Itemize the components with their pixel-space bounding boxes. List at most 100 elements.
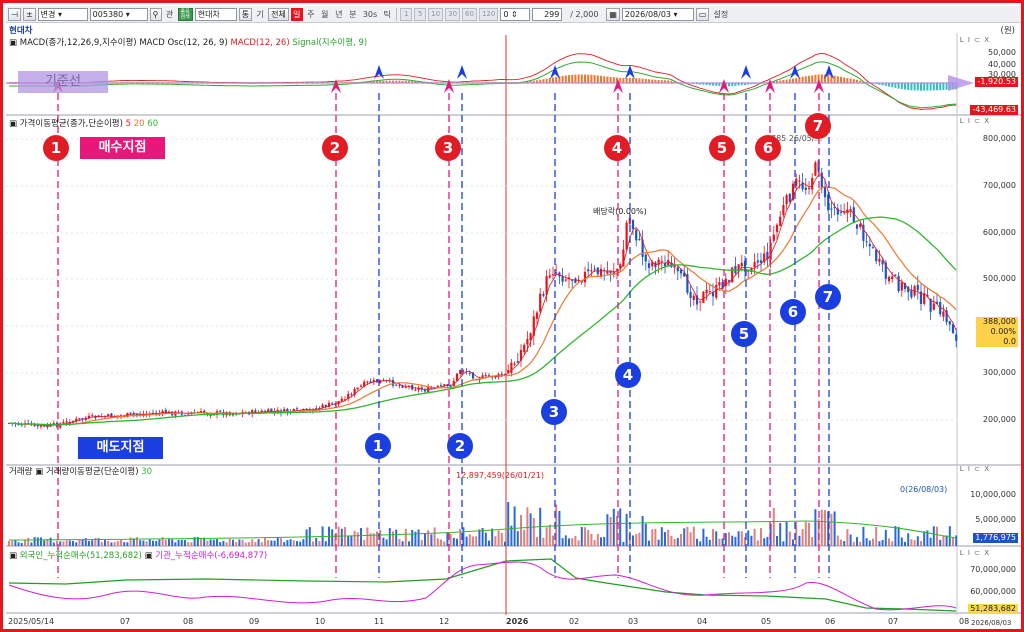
- volume-bar: [612, 508, 615, 546]
- volume-bar: [459, 528, 462, 546]
- volume-bar: [254, 541, 257, 546]
- volume-bar: [81, 539, 84, 546]
- candle-body: [721, 281, 724, 289]
- whole-button[interactable]: 전체: [268, 7, 289, 21]
- volume-bar: [548, 524, 551, 546]
- period-month[interactable]: 월: [321, 9, 329, 19]
- period-week[interactable]: 주: [307, 9, 315, 19]
- macd-osc-bar: [545, 78, 548, 83]
- volume-bar: [264, 537, 266, 546]
- candle-body: [779, 216, 782, 226]
- volume-bar: [424, 533, 426, 546]
- interval-120[interactable]: 120: [478, 7, 499, 21]
- gwan-button[interactable]: 관: [165, 9, 174, 19]
- save-icon[interactable]: ▭: [695, 7, 710, 21]
- buy-arrow-icon: [331, 79, 341, 93]
- volume-bar: [600, 537, 602, 546]
- volume-bar: [558, 510, 561, 546]
- period-30s[interactable]: 30s: [362, 9, 378, 19]
- price-tick-700k: 700,000: [982, 181, 1016, 190]
- volume-bar: [884, 529, 887, 546]
- volume-bar: [772, 507, 775, 546]
- candle-body: [676, 267, 679, 272]
- volume-bar: [635, 534, 638, 546]
- candle-body: [807, 188, 811, 190]
- volume-bar: [14, 540, 17, 546]
- candle-body: [942, 311, 945, 317]
- volume-bar: [881, 539, 884, 546]
- volume-bar: [446, 532, 449, 546]
- candle-body: [935, 301, 939, 304]
- interval-1[interactable]: 1: [400, 7, 413, 21]
- period-minute[interactable]: 분: [349, 9, 357, 19]
- candle-body: [635, 229, 638, 241]
- volume-panel-controls[interactable]: L I ⊂ X: [959, 465, 990, 473]
- volume-bar: [132, 538, 135, 546]
- volume-bar: [513, 506, 516, 546]
- volume-bar: [916, 536, 919, 546]
- bar-total-label: / 2,000: [570, 9, 599, 19]
- volume-bar: [62, 541, 65, 546]
- period-tick[interactable]: 틱: [383, 9, 391, 19]
- volume-bar: [65, 540, 68, 546]
- date-label-08: 08: [183, 617, 194, 626]
- volume-bar: [388, 528, 391, 546]
- volume-bar: [939, 539, 942, 546]
- volume-bar: [596, 533, 599, 546]
- candle-body: [916, 284, 919, 291]
- volume-bar: [248, 542, 250, 546]
- pin-icon[interactable]: ⊣: [8, 7, 21, 21]
- ki-button[interactable]: 기: [256, 9, 264, 19]
- volume-bar: [225, 542, 228, 546]
- candle-body: [350, 393, 353, 395]
- price-chart[interactable]: [6, 23, 1024, 629]
- volume-bar: [702, 528, 705, 546]
- ma-panel-controls[interactable]: L I ⊂ X: [959, 117, 990, 125]
- volume-bar: [648, 540, 650, 546]
- interval-60[interactable]: 60: [462, 7, 477, 21]
- stock-search-badge[interactable]: 종목 검색: [177, 7, 193, 21]
- search-icon[interactable]: ⚲: [149, 7, 162, 21]
- bar-count-input[interactable]: 299: [532, 7, 563, 21]
- volume-bar: [824, 510, 826, 546]
- candle-body: [753, 261, 756, 268]
- volume-bar: [955, 535, 958, 546]
- expand-icon[interactable]: ±: [22, 7, 36, 21]
- macd-osc-bar: [644, 78, 647, 83]
- volume-bar: [564, 535, 567, 546]
- tong-button[interactable]: 통: [238, 7, 253, 21]
- change-select[interactable]: 변경 ▾: [37, 7, 88, 21]
- macd-osc-bar: [612, 77, 615, 83]
- candle-body: [75, 418, 78, 421]
- investor-panel-controls[interactable]: L I ⊂ X: [959, 549, 990, 557]
- macd-osc-bar: [795, 77, 798, 83]
- buy-arrow-icon: [814, 79, 824, 93]
- volume-bar: [280, 538, 282, 546]
- interval-5[interactable]: 5: [414, 7, 427, 21]
- current-price-box: 388,000 0.00% 0.0: [976, 317, 1018, 347]
- settings-button[interactable]: 설정: [713, 9, 729, 19]
- stock-code-input[interactable]: 005380 ▾: [89, 7, 148, 21]
- period-year[interactable]: 년: [335, 9, 343, 19]
- price-tick-500k: 500,000: [982, 274, 1016, 283]
- macd-osc-bar: [536, 80, 538, 83]
- calendar-icon[interactable]: ▦: [606, 7, 620, 21]
- volume-bar: [72, 541, 74, 546]
- zero-field[interactable]: 0 ⇕: [500, 7, 531, 21]
- stock-name-field[interactable]: 현대차: [194, 7, 237, 21]
- candle-body: [955, 334, 958, 341]
- interval-30[interactable]: 30: [445, 7, 461, 21]
- date-input[interactable]: 2026/08/03 ▾: [621, 7, 694, 21]
- sell-marker-2: 2: [447, 433, 473, 459]
- volume-bar: [568, 538, 570, 546]
- volume-bar: [177, 539, 180, 546]
- candle-body: [868, 243, 871, 247]
- period-day[interactable]: 일: [290, 7, 303, 21]
- volume-bar: [292, 540, 295, 546]
- volume-bar: [705, 536, 708, 546]
- candle-body: [859, 223, 862, 228]
- volume-bar: [728, 532, 730, 546]
- macd-panel-controls[interactable]: L I ⊂ X: [959, 36, 990, 44]
- volume-bar: [929, 537, 932, 546]
- interval-10[interactable]: 10: [428, 7, 444, 21]
